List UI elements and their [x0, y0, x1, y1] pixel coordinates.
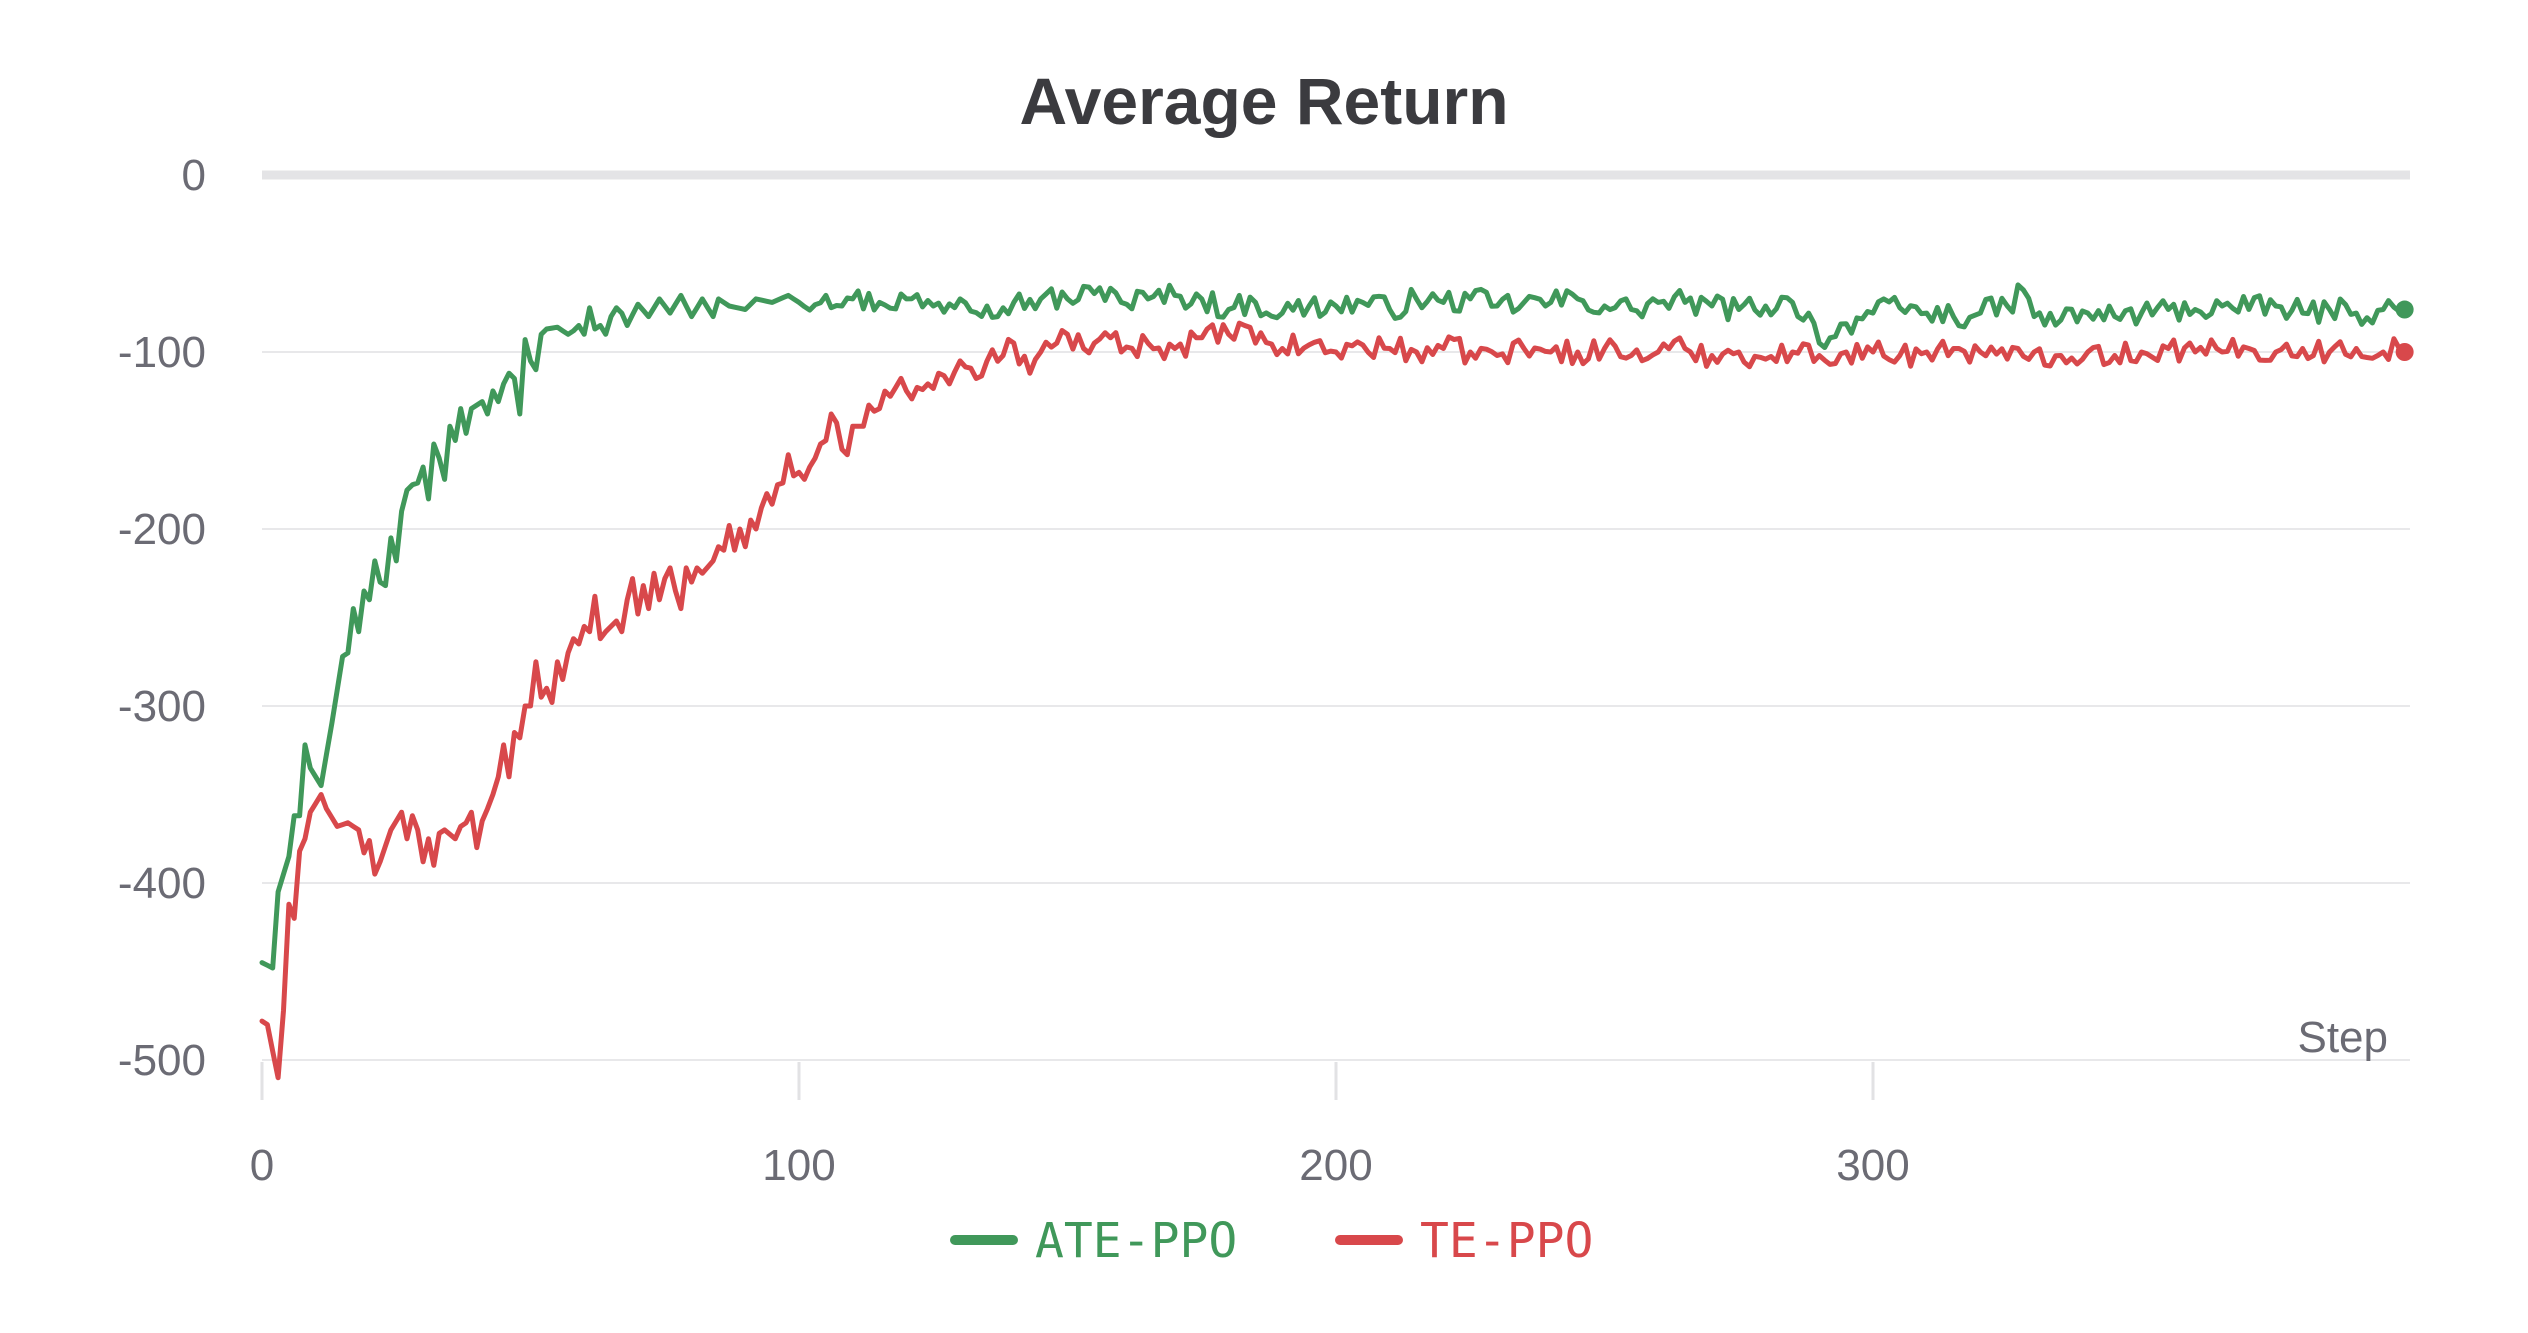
axes: 0 -100 -200 -300 -400 -500 0 100 200 300 — [118, 151, 1910, 1190]
grid — [262, 170, 2410, 1061]
chart-title: Average Return — [1019, 64, 1508, 138]
x-tick-label: 100 — [762, 1141, 835, 1190]
legend-label: ATE-PPO — [1035, 1213, 1237, 1269]
y-tick-label: -300 — [118, 682, 206, 731]
y-tick-label: -100 — [118, 328, 206, 377]
x-tick-label: 300 — [1836, 1141, 1909, 1190]
y-tick-label: 0 — [182, 151, 206, 200]
series-line-ate-ppo — [259, 282, 2408, 971]
y-tick-label: -200 — [118, 505, 206, 554]
legend-item-ate-ppo[interactable]: ATE-PPO — [950, 1213, 1237, 1269]
series-end-marker-ate-ppo — [2395, 300, 2414, 319]
legend-item-te-ppo[interactable]: TE-PPO — [1335, 1213, 1593, 1269]
y-tick-label: -400 — [118, 859, 206, 908]
y-tick-label: -500 — [118, 1036, 206, 1085]
x-tick-label: 0 — [250, 1141, 274, 1190]
series-end-marker-te-ppo — [2395, 343, 2414, 361]
series-layer — [259, 282, 2414, 1081]
x-axis-label: Step — [2297, 1013, 2388, 1062]
x-tick-label: 200 — [1299, 1141, 1372, 1190]
series-line-te-ppo — [259, 320, 2408, 1081]
legend-label: TE-PPO — [1420, 1213, 1593, 1269]
legend: ATE-PPO TE-PPO — [950, 1213, 1593, 1269]
